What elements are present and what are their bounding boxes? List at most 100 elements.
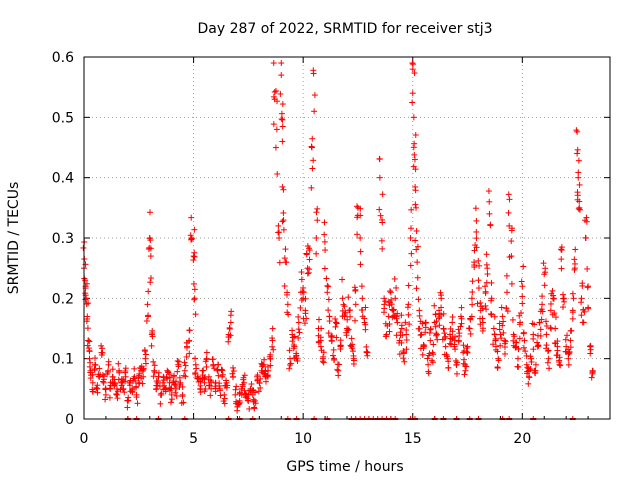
data-point [308,184,315,191]
data-point [584,284,591,291]
x-axis-title: GPS time / hours [286,459,403,475]
data-point [339,307,346,314]
data-point [114,395,121,402]
data-point [320,353,327,360]
data-point [89,371,96,378]
data-point [414,259,421,266]
data-point [193,365,200,372]
data-point [432,311,439,318]
data-point [572,246,579,253]
data-point [89,379,96,386]
data-point [510,337,517,344]
data-point [411,70,418,77]
data-point [250,396,257,403]
y-tick-label: 0 [65,412,74,428]
data-point [277,90,284,97]
data-point [331,356,338,363]
data-point [419,320,426,327]
data-point [413,204,420,211]
data-point [496,326,503,333]
data-point [140,366,147,373]
data-point [350,361,357,368]
data-point [227,332,234,339]
data-point [387,288,394,295]
data-point [229,370,236,377]
data-point [219,367,226,374]
data-point [274,170,281,177]
data-point [318,325,325,332]
data-point [320,349,327,356]
data-point [191,226,198,233]
data-point [521,337,528,344]
data-point [407,262,414,269]
data-point [321,219,328,226]
data-point [479,325,486,332]
data-point [512,344,519,351]
data-point [291,333,298,340]
data-point [158,390,165,397]
data-point [576,181,583,188]
data-point [431,302,438,309]
data-point [445,364,452,371]
data-point [472,205,479,212]
data-point [538,316,545,323]
data-point [571,266,578,273]
data-point [248,381,255,388]
data-point [109,366,116,373]
data-point [203,349,210,356]
data-point [324,282,331,289]
data-point [272,144,279,151]
data-point [427,326,434,333]
data-point [567,327,574,334]
data-point [275,222,282,229]
data-point [275,229,282,236]
data-point [269,325,276,332]
data-point [320,359,327,366]
data-point [587,343,594,350]
data-point [122,365,129,372]
data-point [106,385,113,392]
data-point [422,329,429,336]
data-point [176,374,183,381]
data-point [467,316,474,323]
data-point [146,209,153,216]
data-point [317,343,324,350]
data-point [407,235,414,241]
data-point [284,289,291,296]
data-point [441,335,448,342]
data-point [406,321,413,328]
data-point [583,214,590,221]
data-point [567,337,574,344]
data-point [279,116,286,123]
data-point [303,251,310,258]
data-point [379,245,386,252]
data-point [520,329,527,336]
data-point [429,359,436,366]
data-point [145,288,152,295]
data-point [409,99,416,106]
data-point [560,291,567,298]
data-point [226,325,233,332]
data-point [324,289,331,296]
data-point [278,60,285,67]
data-point [483,261,490,268]
data-point [519,300,526,307]
data-point [131,365,138,372]
data-point [194,375,201,382]
data-point [310,157,317,164]
data-point [584,265,591,272]
data-point [515,346,522,353]
data-point [552,325,559,332]
data-point [147,279,154,286]
data-point [192,371,199,378]
x-tick-label: 10 [294,431,312,447]
data-point [516,321,523,328]
data-point [297,304,304,311]
data-point [554,338,561,345]
data-point [415,296,422,303]
data-point [418,331,425,338]
data-point [255,388,262,395]
data-point [503,272,510,279]
data-point [188,236,195,243]
data-point [357,205,364,212]
